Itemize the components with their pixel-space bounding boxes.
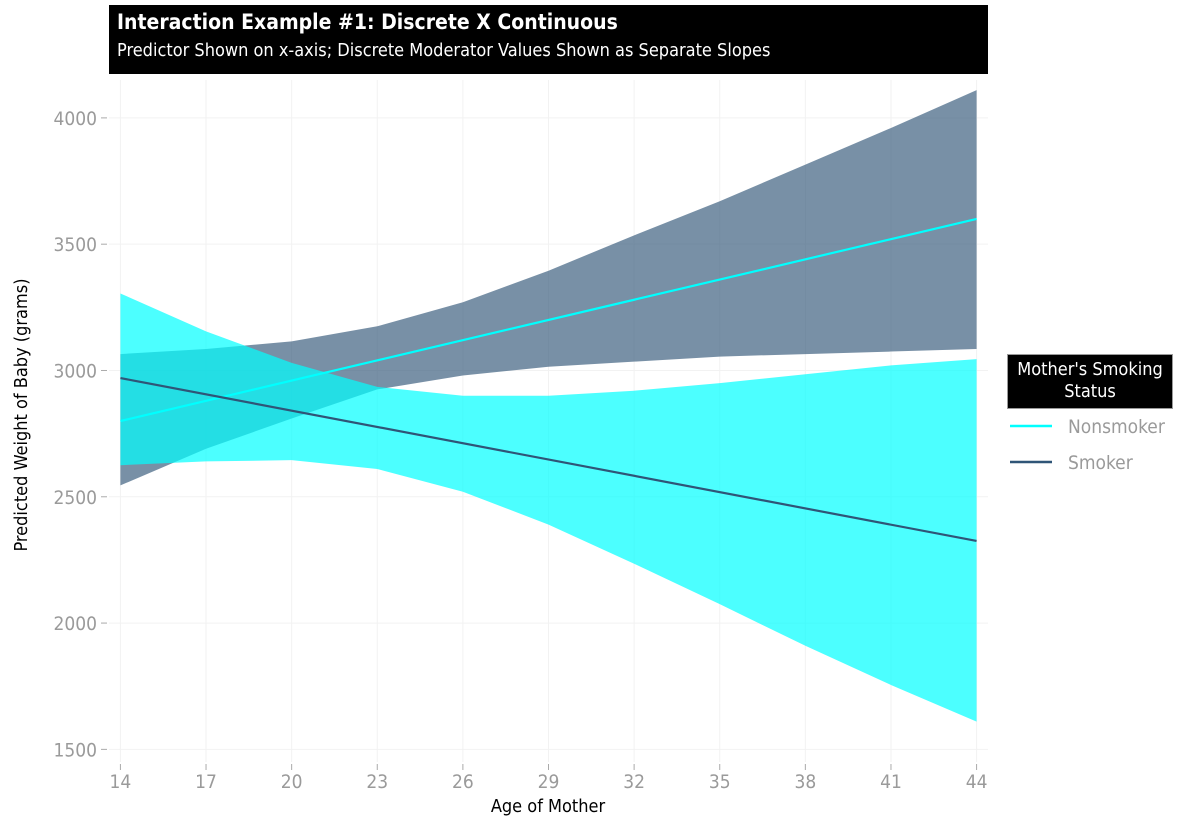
y-axis-label: Predicted Weight of Baby (grams) (11, 278, 32, 551)
y-tick-label: 1500 (54, 739, 98, 761)
confidence-bands (120, 90, 977, 722)
x-tick-label: 17 (195, 771, 217, 793)
x-tick-label: 26 (452, 771, 474, 793)
x-tick-label: 20 (281, 771, 303, 793)
x-tick-label: 35 (709, 771, 731, 793)
series-lines (120, 217, 977, 543)
legend-label-smoker: Smoker (1068, 452, 1134, 474)
legend-keys: Nonsmoker Smoker (1010, 416, 1166, 474)
x-tick-label: 41 (880, 771, 902, 793)
legend-label-nonsmoker: Nonsmoker (1068, 416, 1166, 438)
y-tick-label: 2500 (54, 487, 98, 509)
x-tick-label: 32 (623, 771, 645, 793)
x-axis-label: Age of Mother (491, 796, 606, 817)
y-tick-label: 3500 (54, 234, 98, 256)
x-tick-labels: 14 17 20 23 26 29 32 35 38 41 44 (110, 764, 988, 793)
legend-title-line-1: Mother's Smoking (1017, 359, 1163, 380)
x-tick-label: 44 (966, 771, 988, 793)
legend-title-line-2: Status (1064, 381, 1116, 402)
line-nonsmoker (120, 217, 977, 423)
line-smoker (120, 376, 977, 543)
title-box: Interaction Example #1: Discrete X Conti… (109, 5, 988, 74)
chart-title: Interaction Example #1: Discrete X Conti… (117, 10, 618, 34)
x-tick-label: 38 (794, 771, 816, 793)
y-tick-label: 3000 (54, 360, 98, 382)
band-nonsmoker (120, 293, 977, 722)
x-tick-label: 23 (366, 771, 388, 793)
chart-subtitle: Predictor Shown on x-axis; Discrete Mode… (117, 40, 771, 61)
y-tick-label: 4000 (54, 108, 98, 130)
x-tick-label: 14 (110, 771, 132, 793)
legend-title: Mother's Smoking Status (1007, 354, 1173, 409)
y-tick-labels: 1500 2000 2500 3000 3500 4000 (54, 108, 107, 761)
y-tick-label: 2000 (54, 613, 98, 635)
x-tick-label: 29 (538, 771, 560, 793)
